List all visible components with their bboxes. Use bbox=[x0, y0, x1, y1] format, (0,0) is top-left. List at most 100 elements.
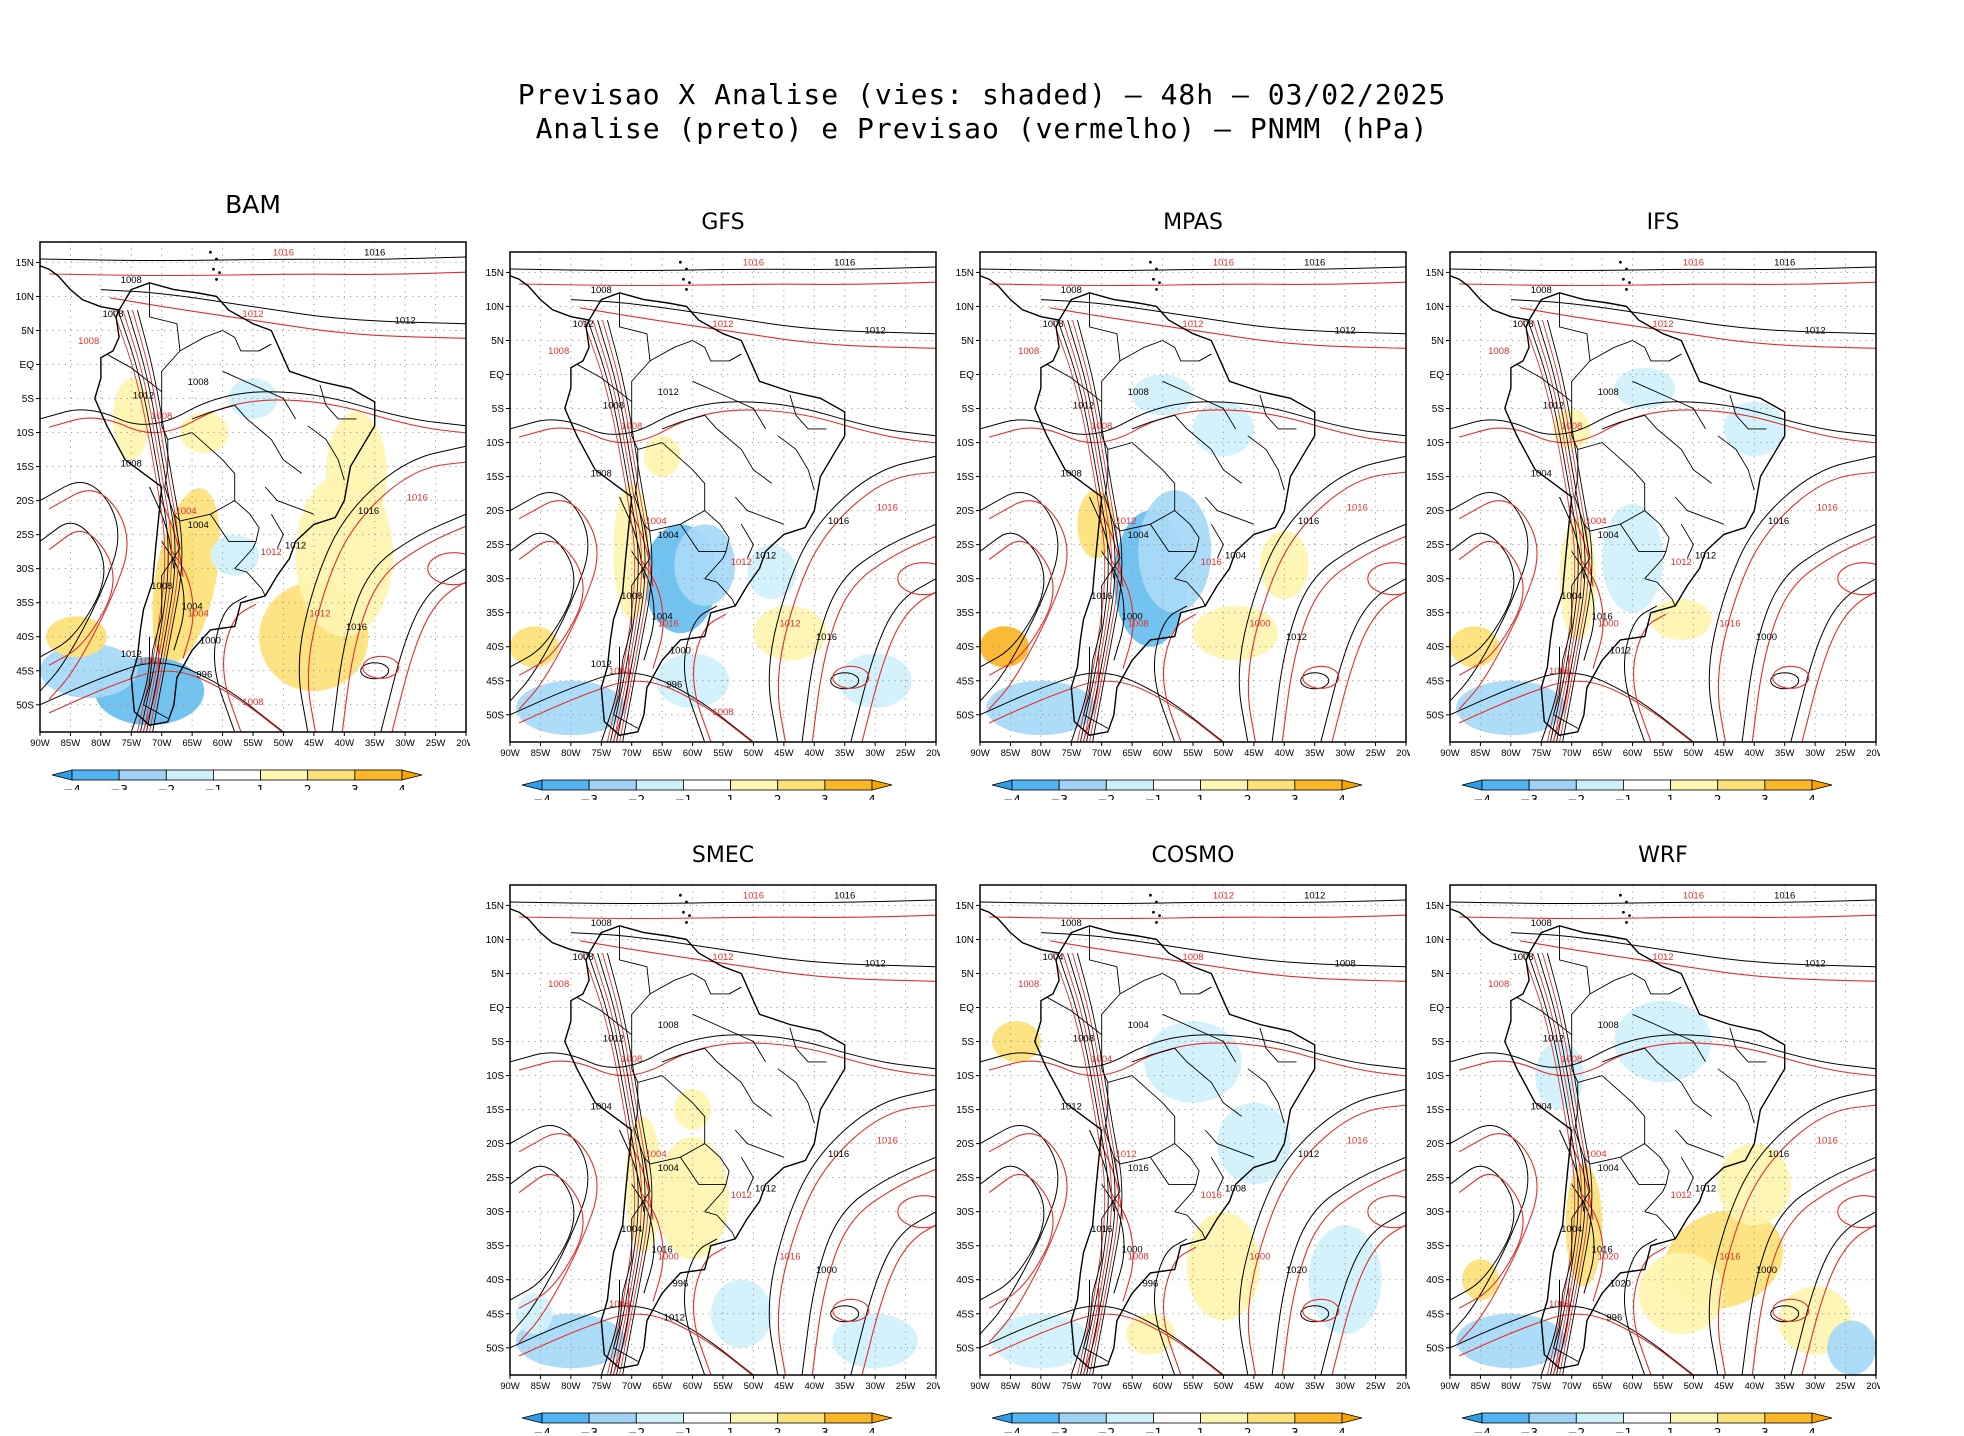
analysis-isobar-label: 1016 bbox=[358, 506, 379, 517]
analysis-isobar-label: 1012 bbox=[1695, 550, 1716, 561]
country-border bbox=[1589, 340, 1633, 362]
colorbar-label: −1 bbox=[675, 1426, 693, 1433]
analysis-isobar-label: 1008 bbox=[1531, 918, 1552, 929]
colorbar-label: 4 bbox=[398, 783, 406, 790]
colorbar-label: 4 bbox=[1808, 1426, 1816, 1433]
forecast-isobar bbox=[122, 309, 173, 732]
map-svg: 1016101210081012100810081012100410161012… bbox=[486, 251, 940, 800]
analysis-isobar-label: 1008 bbox=[1598, 387, 1619, 398]
lat-label: 10N bbox=[1426, 935, 1444, 946]
analysis-isobar-label: 1016 bbox=[1298, 516, 1319, 527]
map-panel-cosmo: COSMO 1012 1008 1008 1004 1012 1008 1004 1016 10… bbox=[940, 843, 1410, 1433]
lon-label: 20W bbox=[926, 748, 940, 759]
colorbar-label: 2 bbox=[1714, 1426, 1722, 1433]
lat-label: 10N bbox=[956, 302, 974, 313]
analysis-isobar bbox=[1238, 1088, 1406, 1375]
colorbar-label: 3 bbox=[1761, 1426, 1769, 1433]
colorbar-label: 1 bbox=[1667, 793, 1675, 800]
country-border bbox=[789, 1027, 827, 1063]
analysis-isobar bbox=[1708, 1088, 1876, 1375]
lon-label: 50W bbox=[1684, 748, 1704, 759]
country-border bbox=[258, 343, 272, 352]
island bbox=[1622, 277, 1625, 281]
forecast-isobar-label: 1016 bbox=[1201, 1190, 1222, 1201]
analysis-isobar bbox=[1546, 952, 1593, 1375]
lon-label: 30W bbox=[865, 748, 885, 759]
lon-label: 45W bbox=[774, 1381, 794, 1392]
bias-shading bbox=[674, 524, 736, 606]
lon-label: 85W bbox=[1471, 748, 1491, 759]
analysis-isobar bbox=[1300, 1305, 1330, 1323]
island bbox=[685, 921, 688, 924]
colorbar-label: −3 bbox=[580, 1426, 598, 1433]
analysis-isobar-label: 1016 bbox=[1768, 516, 1789, 527]
forecast-isobar bbox=[1772, 1298, 1810, 1322]
country-border bbox=[1674, 496, 1725, 525]
analysis-isobar bbox=[980, 1125, 1059, 1335]
lon-label: 45W bbox=[304, 738, 324, 749]
country-border bbox=[1089, 292, 1121, 402]
lon-label: 80W bbox=[1031, 748, 1051, 759]
analysis-isobar-label: 1000 bbox=[1756, 1265, 1777, 1276]
analysis-isobar bbox=[801, 1156, 936, 1375]
lat-label: 50S bbox=[486, 1343, 504, 1354]
analysis-isobar bbox=[1790, 578, 1876, 742]
lat-label: 30S bbox=[16, 564, 34, 575]
bias-shading bbox=[747, 544, 797, 600]
lon-label: 60W bbox=[1623, 748, 1643, 759]
country-border bbox=[1516, 996, 1542, 1012]
lon-label: 70W bbox=[1092, 1381, 1112, 1392]
country-border bbox=[164, 486, 235, 522]
analysis-isobar bbox=[40, 662, 284, 732]
forecast-isobar bbox=[1052, 319, 1106, 742]
country-border bbox=[191, 404, 248, 420]
analysis-isobar bbox=[600, 646, 620, 742]
analysis-isobar bbox=[830, 1305, 860, 1323]
lat-label: 35S bbox=[956, 1241, 974, 1252]
forecast-isobar bbox=[1281, 535, 1406, 742]
country-border bbox=[1589, 973, 1633, 995]
country-border bbox=[1210, 1156, 1224, 1192]
lat-label: 20S bbox=[486, 506, 504, 517]
colorbar-label: 3 bbox=[1761, 793, 1769, 800]
country-border bbox=[210, 500, 260, 542]
lat-label: 5S bbox=[962, 404, 975, 415]
country-border bbox=[1089, 925, 1121, 1035]
forecast-isobar bbox=[1542, 319, 1589, 742]
forecast-isobar bbox=[592, 952, 643, 1375]
forecast-isobar-label: 1004 bbox=[645, 1149, 666, 1160]
forecast-isobar-label: 1000 bbox=[1249, 1251, 1270, 1262]
lon-label: 65W bbox=[1592, 1381, 1612, 1392]
lat-label: 40S bbox=[1426, 642, 1444, 653]
forecast-isobar bbox=[811, 535, 936, 742]
bias-shading bbox=[516, 680, 626, 736]
colorbar-segment bbox=[588, 779, 637, 791]
colorbar-label: −3 bbox=[1050, 1426, 1068, 1433]
lat-label: 50S bbox=[16, 700, 34, 711]
forecast-isobar bbox=[988, 1173, 1054, 1309]
forecast-isobar bbox=[1458, 1133, 1538, 1343]
forecast-isobar-label: 1008 bbox=[621, 1054, 642, 1065]
forecast-isobar-label: 1016 bbox=[1347, 503, 1368, 514]
coastline bbox=[1034, 925, 1316, 1369]
lat-label: EQ bbox=[960, 370, 975, 381]
island bbox=[1152, 277, 1155, 281]
lon-label: 80W bbox=[561, 748, 581, 759]
analysis-isobar-label: 996 bbox=[666, 680, 682, 691]
bias-shading bbox=[179, 412, 229, 453]
forecast-isobar bbox=[1163, 1246, 1197, 1375]
forecast-isobar bbox=[989, 281, 1406, 287]
analysis-isobar-label: 1008 bbox=[1512, 952, 1533, 963]
analysis-isobar-label: 1016 bbox=[834, 891, 855, 902]
colorbar-segment bbox=[354, 769, 403, 781]
analysis-isobar-label: 1008 bbox=[603, 401, 624, 412]
lat-label: 20S bbox=[486, 1139, 504, 1150]
lon-label: 65W bbox=[182, 738, 202, 749]
lon-label: 65W bbox=[1592, 748, 1612, 759]
country-border bbox=[692, 1013, 766, 1063]
lat-label: 40S bbox=[16, 632, 34, 643]
analysis-isobar-label: 1000 bbox=[1756, 632, 1777, 643]
lat-label: 10N bbox=[956, 935, 974, 946]
colorbar-segment bbox=[1247, 779, 1296, 791]
analysis-isobar-label: 1012 bbox=[603, 1034, 624, 1045]
